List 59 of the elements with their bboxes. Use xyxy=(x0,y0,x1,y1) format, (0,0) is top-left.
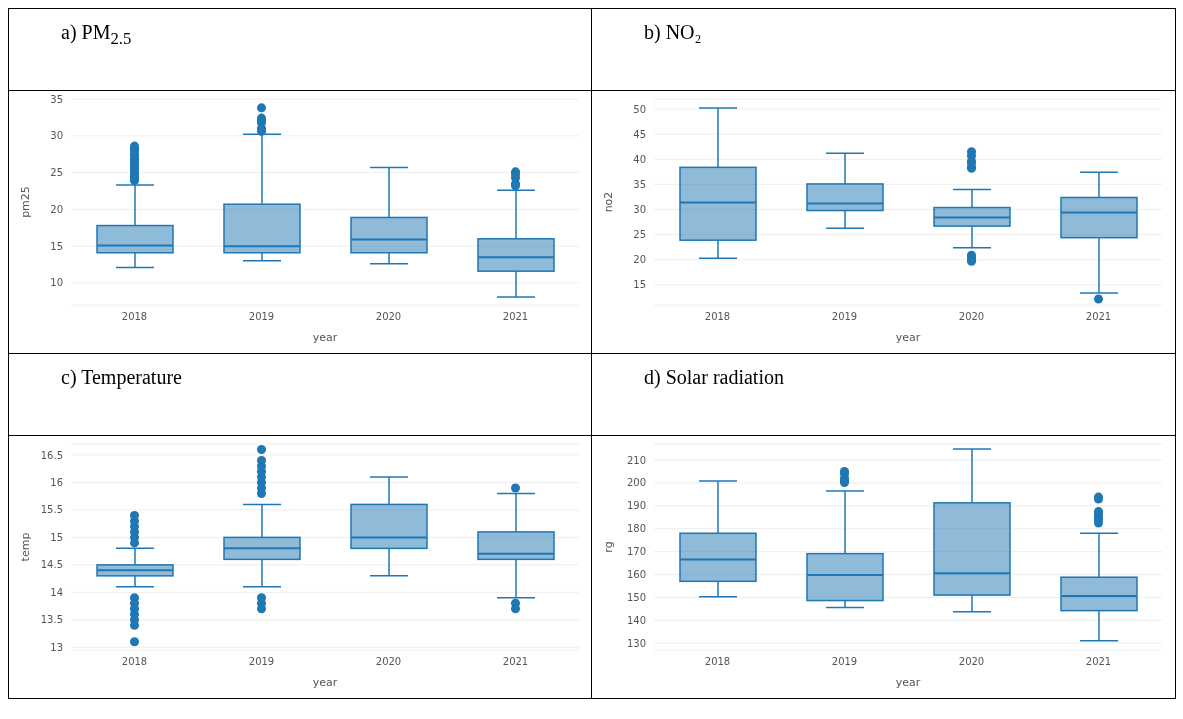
y-tick-label: 35 xyxy=(633,178,646,190)
x-tick-label: 2020 xyxy=(958,311,985,323)
x-tick-label: 2018 xyxy=(704,311,731,323)
x-tick-label: 2018 xyxy=(704,656,731,668)
x-tick-label: 2020 xyxy=(375,656,402,668)
y-tick-label: 130 xyxy=(626,637,646,649)
y-tick-label: 13.5 xyxy=(40,614,63,626)
y-axis-title: temp xyxy=(18,532,32,562)
y-tick-label: 210 xyxy=(626,454,646,466)
x-tick-label: 2019 xyxy=(248,656,275,668)
y-tick-label: 170 xyxy=(626,546,646,558)
y-tick-label: 20 xyxy=(633,254,646,266)
y-tick-label: 40 xyxy=(633,153,646,165)
y-tick-label: 190 xyxy=(626,500,646,512)
y-tick-label: 45 xyxy=(633,128,646,140)
y-tick-label: 13 xyxy=(50,641,63,653)
chart-title: a) PM$_{2.5}$ xyxy=(61,21,132,48)
y-tick-label: 180 xyxy=(626,523,646,535)
y-tick-label: 15 xyxy=(50,240,63,252)
x-axis-title: year xyxy=(895,676,921,689)
x-tick-label: 2021 xyxy=(502,311,529,323)
x-tick-label: 2020 xyxy=(375,311,402,323)
chart-title: c) Temperature xyxy=(61,366,182,388)
y-axis-title: no2 xyxy=(601,191,615,213)
x-tick-label: 2021 xyxy=(1085,311,1112,323)
x-tick-label: 2021 xyxy=(1085,656,1112,668)
y-tick-label: 50 xyxy=(633,103,646,115)
x-tick-label: 2018 xyxy=(121,311,148,323)
y-tick-label: 15.5 xyxy=(40,504,63,516)
x-tick-label: 2019 xyxy=(831,656,858,668)
x-tick-label: 2019 xyxy=(248,311,275,323)
y-tick-label: 25 xyxy=(50,167,63,179)
chart-title: b) NO₂ xyxy=(644,21,702,43)
y-tick-label: 10 xyxy=(50,277,63,289)
y-tick-label: 30 xyxy=(633,204,646,216)
y-axis-title: pm25 xyxy=(18,186,32,218)
y-tick-label: 140 xyxy=(626,614,646,626)
y-tick-label: 35 xyxy=(50,93,63,105)
y-tick-label: 16 xyxy=(50,477,63,488)
y-tick-label: 14 xyxy=(50,586,63,598)
x-tick-label: 2019 xyxy=(831,311,858,323)
y-tick-label: 200 xyxy=(626,477,646,489)
x-axis-title: year xyxy=(895,331,921,344)
y-tick-label: 15 xyxy=(633,279,646,291)
y-tick-label: 15 xyxy=(50,531,63,543)
y-tick-label: 16.5 xyxy=(40,449,63,461)
y-tick-label: 30 xyxy=(50,130,63,142)
chart-title: d) Solar radiation xyxy=(644,366,784,388)
y-tick-label: 160 xyxy=(626,569,646,581)
x-tick-label: 2021 xyxy=(502,656,529,668)
y-tick-label: 14.5 xyxy=(40,559,63,571)
y-axis-title: rg xyxy=(601,541,615,553)
y-tick-label: 20 xyxy=(50,203,63,215)
x-tick-label: 2020 xyxy=(958,656,985,668)
y-tick-label: 25 xyxy=(633,229,646,241)
x-axis-title: year xyxy=(312,676,338,689)
x-axis-title: year xyxy=(312,331,338,344)
y-tick-label: 150 xyxy=(626,591,646,603)
x-tick-label: 2018 xyxy=(121,656,148,668)
